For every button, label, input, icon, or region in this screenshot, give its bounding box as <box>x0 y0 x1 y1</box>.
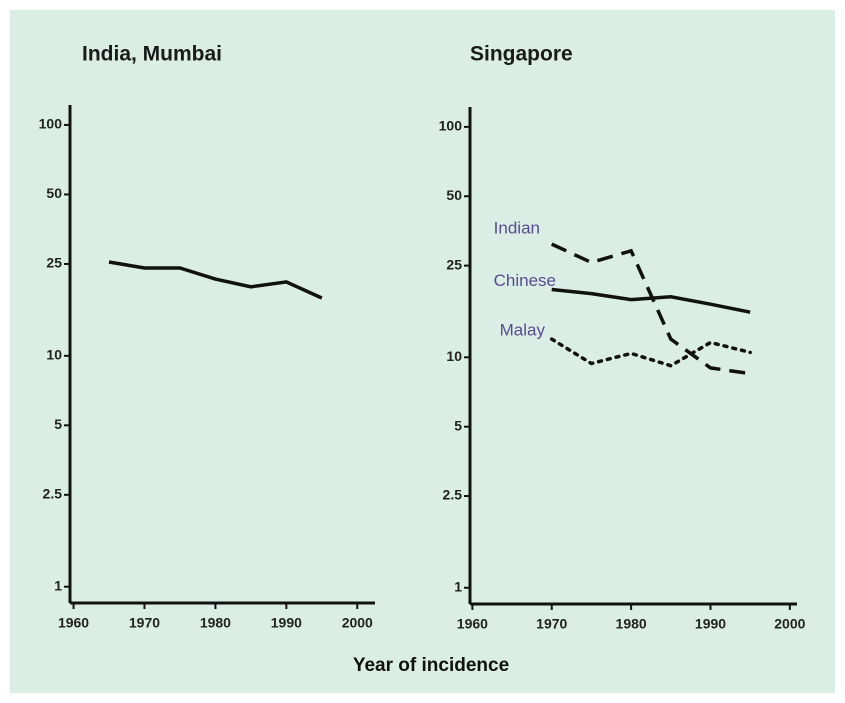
x-tick-label: 1970 <box>536 616 567 632</box>
x-tick-label: 1990 <box>695 616 726 632</box>
chart-title: India, Mumbai <box>82 43 222 66</box>
x-tick-label: 1960 <box>58 615 89 631</box>
y-tick-label: 2.5 <box>43 486 63 502</box>
y-tick-label: 5 <box>54 416 62 432</box>
x-tick-label: 1980 <box>616 616 647 632</box>
series-label: Chinese <box>494 271 556 290</box>
data-line <box>108 260 323 300</box>
x-tick-label: 2000 <box>342 615 373 631</box>
y-tick-label: 50 <box>46 185 62 201</box>
y-tick-label: 25 <box>446 256 462 272</box>
y-tick-label: 50 <box>446 187 462 203</box>
series-label: Malay <box>500 321 546 340</box>
y-tick-label: 5 <box>454 417 462 433</box>
y-tick-label: 2.5 <box>443 487 463 503</box>
data-line <box>551 287 751 314</box>
y-tick-label: 25 <box>46 255 62 271</box>
y-tick-label: 100 <box>39 116 63 132</box>
x-tick-label: 1970 <box>129 615 160 631</box>
x-tick-label: 2000 <box>774 616 805 632</box>
data-line <box>550 242 751 376</box>
chart-title: Singapore <box>470 43 573 66</box>
x-axis-label: Year of incidence <box>353 655 509 676</box>
series-label: Indian <box>494 219 540 238</box>
x-tick-label: 1960 <box>457 616 488 632</box>
y-tick-label: 10 <box>46 347 62 363</box>
background <box>10 10 835 693</box>
x-tick-label: 1990 <box>271 615 302 631</box>
y-tick-label: 1 <box>454 578 462 594</box>
y-tick-label: 1 <box>54 577 62 593</box>
y-tick-label: 100 <box>439 118 463 134</box>
x-tick-label: 1980 <box>200 615 231 631</box>
data-line <box>549 337 752 368</box>
y-tick-label: 10 <box>446 348 462 364</box>
